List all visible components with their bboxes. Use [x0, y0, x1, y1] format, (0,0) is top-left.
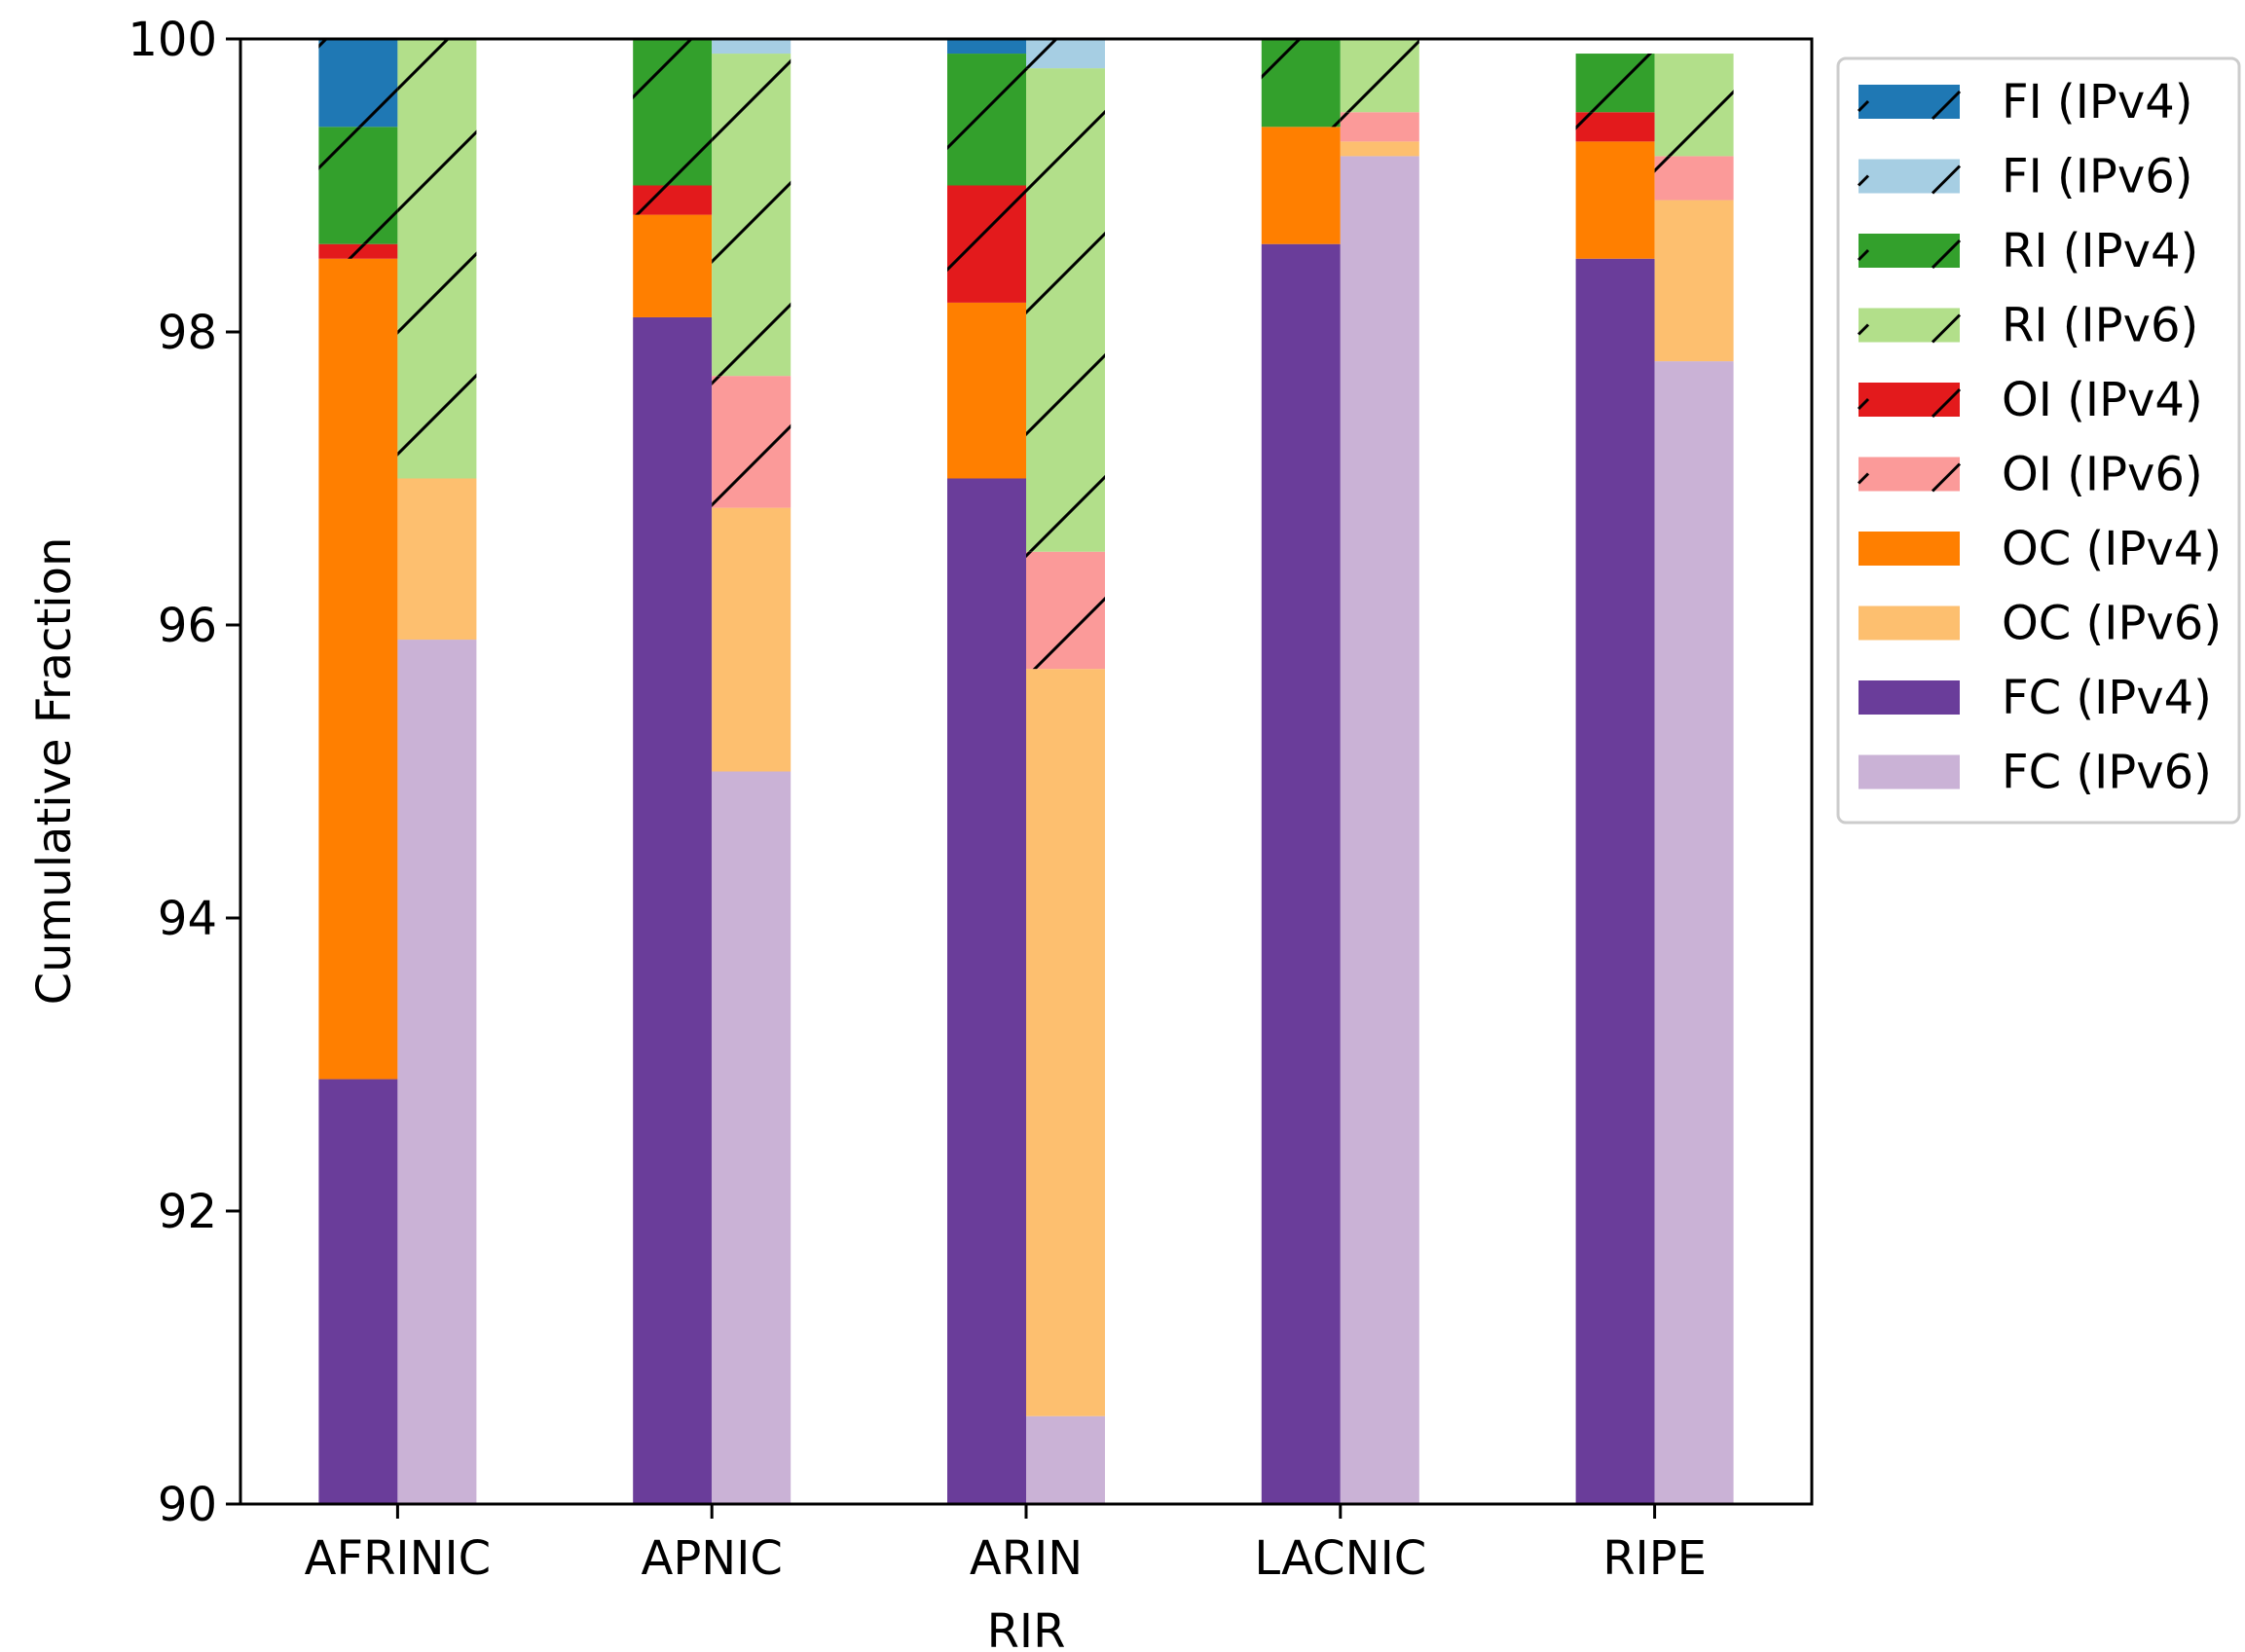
bars-layer — [318, 39, 1734, 1505]
bar-hatch-oi-ipv4-ripe — [1575, 112, 1655, 142]
bar-hatch-ri-ipv6-afrinic — [397, 39, 477, 479]
y-tick-label: 94 — [158, 892, 217, 946]
legend-swatch-fi-ipv6 — [1859, 159, 1960, 194]
legend-swatch-oi-ipv4 — [1859, 383, 1960, 417]
legend-swatch-oi-ipv6 — [1859, 457, 1960, 492]
bar-hatch-ri-ipv4-afrinic — [318, 127, 398, 244]
y-tick-label: 90 — [158, 1478, 217, 1532]
bar-hatch-oi-ipv4-arin — [947, 185, 1026, 303]
bar-oc-ipv4-ripe — [1575, 141, 1655, 259]
bar-hatch-fi-ipv4-arin — [947, 39, 1026, 55]
y-axis-label: Cumulative Fraction — [27, 537, 82, 1006]
y-axis: 90 92 94 96 98 100 — [128, 13, 240, 1532]
bar-fc-ipv6-arin — [1026, 1415, 1105, 1504]
bar-hatch-oi-ipv4-apnic — [633, 185, 713, 215]
bar-oc-ipv6-ripe — [1654, 200, 1734, 362]
bar-fc-ipv4-arin — [947, 478, 1026, 1504]
bar-hatch-oi-ipv6-lacnic — [1340, 112, 1419, 142]
legend-hatch-oi-ipv6 — [1931, 462, 1962, 493]
legend-swatch-fi-ipv4 — [1859, 85, 1960, 119]
legend-swatch-oc-ipv4 — [1859, 532, 1960, 566]
legend: FI (IPv4) FI (IPv6) RI (IPv4) RI (IPv6) OI (… — [1836, 56, 2241, 825]
x-tick-label: LACNIC — [1254, 1531, 1426, 1586]
bar-oc-ipv6-lacnic — [1340, 141, 1419, 157]
legend-hatch-fi-ipv6-b — [1857, 174, 1870, 187]
legend-label-ri-ipv6: RI (IPv6) — [2002, 299, 2198, 353]
bar-fc-ipv4-afrinic — [318, 1079, 398, 1504]
bar-hatch-ri-ipv6-lacnic — [1340, 39, 1419, 113]
legend-hatch-fi-ipv4 — [1931, 90, 1962, 121]
bar-hatch-oi-ipv6-arin — [1026, 551, 1105, 670]
bar-hatch-ri-ipv4-arin — [947, 54, 1026, 186]
bar-hatch-fi-ipv4-afrinic — [318, 39, 398, 128]
legend-hatch-oi-ipv4-b — [1857, 397, 1870, 411]
bar-oc-ipv6-afrinic — [397, 478, 477, 641]
legend-items: FI (IPv4) FI (IPv6) RI (IPv4) RI (IPv6) OI (… — [1857, 75, 2222, 800]
legend-label-fc-ipv6: FC (IPv6) — [2002, 746, 2212, 800]
legend-label-oi-ipv4: OI (IPv4) — [2002, 373, 2203, 427]
legend-hatch-ri-ipv4-b — [1857, 248, 1870, 262]
y-tick-label: 96 — [158, 599, 217, 653]
legend-label-fi-ipv4: FI (IPv4) — [2002, 75, 2193, 129]
legend-hatch-ri-ipv6-b — [1857, 323, 1870, 336]
x-tick-label: APNIC — [642, 1531, 783, 1586]
bar-hatch-ri-ipv6-ripe — [1654, 54, 1734, 157]
y-tick-label: 100 — [128, 13, 217, 67]
y-tick-label: 92 — [158, 1185, 217, 1239]
bar-hatch-fi-ipv6-apnic — [712, 39, 791, 55]
bar-hatch-ri-ipv4-ripe — [1575, 54, 1655, 113]
bar-hatch-oi-ipv6-ripe — [1654, 156, 1734, 201]
bar-hatch-ri-ipv4-lacnic — [1261, 39, 1341, 128]
legend-hatch-fi-ipv6 — [1931, 165, 1962, 195]
bar-hatch-oi-ipv4-afrinic — [318, 243, 398, 259]
bar-fc-ipv4-lacnic — [1261, 243, 1341, 1505]
bar-fc-ipv6-apnic — [712, 771, 791, 1504]
legend-swatch-ri-ipv6 — [1859, 308, 1960, 343]
bar-oc-ipv4-lacnic — [1261, 127, 1341, 244]
x-axis-label: RIR — [987, 1604, 1066, 1652]
x-tick-label: AFRINIC — [305, 1531, 492, 1586]
legend-swatch-fc-ipv4 — [1859, 680, 1960, 715]
legend-label-oc-ipv6: OC (IPv6) — [2002, 597, 2222, 651]
bar-hatch-fi-ipv6-arin — [1026, 39, 1105, 69]
bar-fc-ipv6-lacnic — [1340, 156, 1419, 1504]
bar-oc-ipv6-apnic — [712, 507, 791, 772]
x-tick-label: RIPE — [1602, 1531, 1707, 1586]
bar-oc-ipv4-afrinic — [318, 258, 398, 1080]
bar-hatch-ri-ipv6-apnic — [712, 54, 791, 377]
bar-oc-ipv4-arin — [947, 302, 1026, 479]
legend-hatch-oi-ipv4 — [1931, 387, 1962, 419]
bar-fc-ipv6-afrinic — [397, 640, 477, 1504]
bar-fc-ipv4-ripe — [1575, 258, 1655, 1504]
legend-swatch-ri-ipv4 — [1859, 234, 1960, 268]
legend-swatch-oc-ipv6 — [1859, 606, 1960, 641]
legend-hatch-oi-ipv6-b — [1857, 472, 1870, 485]
bar-hatch-ri-ipv4-apnic — [633, 39, 713, 186]
legend-hatch-fi-ipv4-b — [1857, 99, 1870, 113]
legend-label-fc-ipv4: FC (IPv4) — [2002, 671, 2212, 725]
legend-swatch-fc-ipv6 — [1859, 754, 1960, 789]
bar-fc-ipv4-apnic — [633, 316, 713, 1505]
y-tick-label: 98 — [158, 306, 217, 360]
bar-hatch-ri-ipv6-arin — [1026, 68, 1105, 552]
legend-label-oc-ipv4: OC (IPv4) — [2002, 522, 2222, 576]
legend-hatch-ri-ipv6 — [1931, 313, 1962, 344]
legend-label-oi-ipv6: OI (IPv6) — [2002, 448, 2203, 502]
bar-hatch-oi-ipv6-apnic — [712, 376, 791, 508]
x-tick-label: ARIN — [970, 1531, 1083, 1586]
legend-label-ri-ipv4: RI (IPv4) — [2002, 224, 2198, 278]
bar-fc-ipv6-ripe — [1654, 361, 1734, 1505]
legend-label-fi-ipv6: FI (IPv6) — [2002, 150, 2193, 204]
bar-oc-ipv6-arin — [1026, 669, 1105, 1416]
legend-hatch-ri-ipv4 — [1931, 239, 1962, 270]
bar-oc-ipv4-apnic — [633, 214, 713, 317]
x-axis: AFRINIC APNIC ARIN LACNIC RIPE — [305, 1504, 1707, 1586]
